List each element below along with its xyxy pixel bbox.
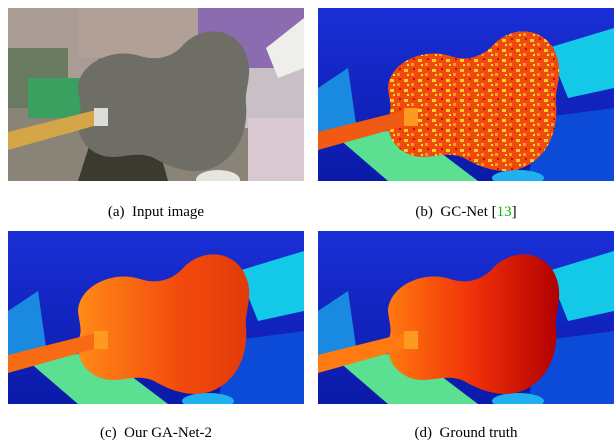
panel-input-image xyxy=(8,8,304,181)
panel-ground-truth xyxy=(318,231,614,404)
panel-ga-net-2 xyxy=(8,231,304,404)
caption-b: (b) GC-Net [13] xyxy=(415,204,517,220)
ga-net-2-disparity-map xyxy=(8,231,304,404)
caption-c: (c) Our GA-Net-2 xyxy=(99,425,213,441)
input-image xyxy=(8,8,304,181)
gc-net-disparity-map xyxy=(318,8,614,181)
caption-d: (d) Ground truth xyxy=(414,425,518,441)
caption-a: (a) Input image xyxy=(107,204,205,220)
ground-truth-disparity-map xyxy=(318,231,614,404)
panel-gc-net xyxy=(318,8,614,181)
